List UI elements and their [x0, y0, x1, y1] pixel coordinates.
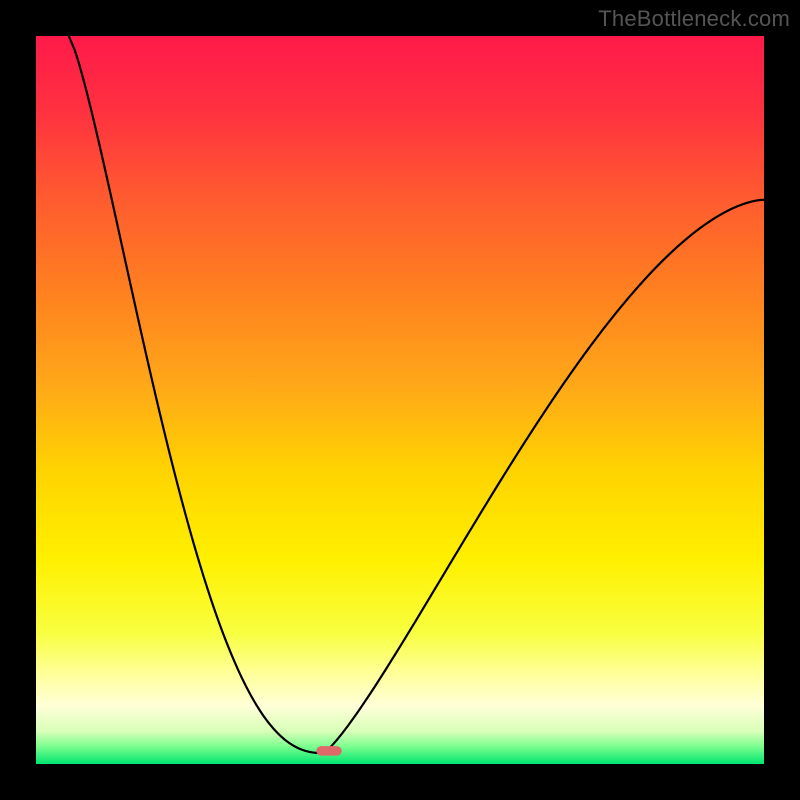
chart-container: TheBottleneck.com	[0, 0, 800, 800]
watermark-label: TheBottleneck.com	[598, 6, 790, 32]
plot-svg	[0, 0, 800, 800]
bottleneck-curve	[69, 36, 764, 753]
dip-marker	[316, 746, 341, 755]
